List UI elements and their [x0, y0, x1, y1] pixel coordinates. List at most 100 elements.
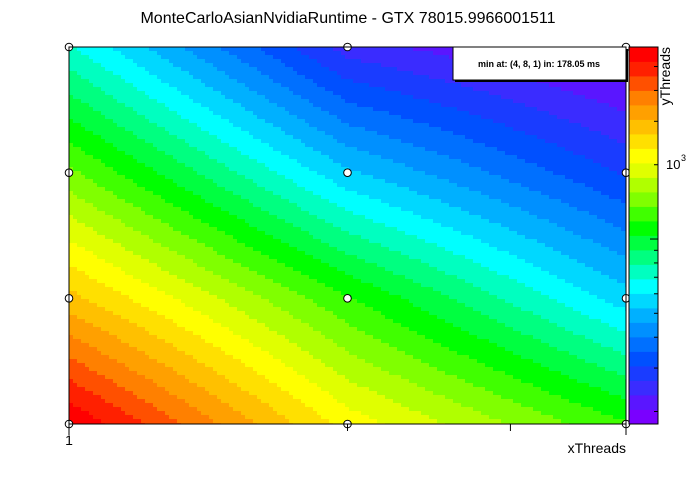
heatmap-cell: [229, 91, 234, 96]
heatmap-cell: [333, 179, 338, 184]
heatmap-cell: [245, 119, 250, 124]
heatmap-cell: [93, 95, 98, 100]
heatmap-cell: [337, 123, 342, 128]
heatmap-cell: [325, 127, 330, 132]
heatmap-cell: [205, 179, 210, 184]
heatmap-cell: [145, 147, 150, 152]
heatmap-cell: [165, 143, 170, 148]
heatmap-cell: [269, 167, 274, 172]
heatmap-cell: [601, 99, 606, 104]
heatmap-cell: [577, 111, 582, 116]
heatmap-cell: [289, 107, 294, 112]
heatmap-cell: [145, 103, 150, 108]
heatmap-cell: [113, 123, 118, 128]
heatmap-cell: [517, 99, 522, 104]
heatmap-cell: [401, 87, 406, 92]
heatmap-cell: [401, 107, 406, 112]
heatmap-cell: [89, 63, 94, 68]
heatmap-cell: [265, 171, 270, 176]
heatmap-cell: [245, 63, 250, 68]
heatmap-cell: [73, 131, 78, 136]
heatmap-cell: [113, 127, 118, 132]
heatmap-cell: [585, 83, 590, 88]
heatmap-cell: [489, 103, 494, 108]
heatmap-cell: [405, 155, 410, 160]
heatmap-cell: [521, 103, 526, 108]
heatmap-cell: [321, 59, 326, 64]
heatmap-cell: [529, 175, 534, 180]
heatmap-cell: [273, 147, 278, 152]
heatmap-cell: [289, 59, 294, 64]
heatmap-cell: [377, 147, 382, 152]
heatmap-cell: [133, 99, 138, 104]
heatmap-cell: [397, 123, 402, 128]
heatmap-cell: [109, 87, 114, 92]
heatmap-cell: [405, 143, 410, 148]
heatmap-cell: [285, 159, 290, 164]
heatmap-cell: [609, 171, 614, 176]
heatmap-cell: [485, 87, 490, 92]
heatmap-cell: [193, 155, 198, 160]
heatmap-cell: [365, 139, 370, 144]
heatmap-cell: [153, 187, 158, 192]
heatmap-cell: [441, 115, 446, 120]
heatmap-cell: [553, 163, 558, 168]
heatmap-cell: [385, 79, 390, 84]
heatmap-cell: [497, 139, 502, 144]
heatmap-cell: [333, 47, 338, 52]
heatmap-cell: [585, 171, 590, 176]
heatmap-cell: [581, 103, 586, 108]
heatmap-cell: [89, 147, 94, 152]
heatmap-cell: [173, 135, 178, 140]
heatmap-cell: [337, 163, 342, 168]
heatmap-cell: [173, 71, 178, 76]
heatmap-cell: [493, 167, 498, 172]
heatmap-cell: [545, 163, 550, 168]
heatmap-cell: [309, 131, 314, 136]
heatmap-cell: [305, 59, 310, 64]
heatmap-cell: [201, 71, 206, 76]
heatmap-cell: [473, 163, 478, 168]
heatmap-cell: [453, 99, 458, 104]
heatmap-cell: [197, 115, 202, 120]
heatmap-cell: [481, 183, 486, 188]
heatmap-cell: [525, 167, 530, 172]
heatmap-cell: [313, 127, 318, 132]
heatmap-cell: [521, 111, 526, 116]
heatmap-cell: [361, 171, 366, 176]
heatmap-cell: [393, 103, 398, 108]
heatmap-cell: [77, 155, 82, 160]
heatmap-cell: [405, 175, 410, 180]
heatmap-cell: [377, 159, 382, 164]
heatmap-cell: [417, 75, 422, 80]
heatmap-cell: [309, 187, 314, 192]
heatmap-cell: [249, 55, 254, 60]
heatmap-cell: [165, 179, 170, 184]
heatmap-cell: [221, 139, 226, 144]
heatmap-cell: [285, 75, 290, 80]
heatmap-cell: [537, 107, 542, 112]
heatmap-cell: [325, 163, 330, 168]
heatmap-cell: [145, 91, 150, 96]
heatmap-cell: [217, 71, 222, 76]
heatmap-cell: [593, 83, 598, 88]
heatmap-cell: [517, 103, 522, 108]
heatmap-cell: [317, 179, 322, 184]
heatmap-cell: [437, 91, 442, 96]
heatmap-cell: [113, 75, 118, 80]
heatmap-cell: [97, 103, 102, 108]
heatmap-cell: [605, 163, 610, 168]
heatmap-cell: [185, 143, 190, 148]
heatmap-cell: [225, 183, 230, 188]
heatmap-cell: [193, 63, 198, 68]
heatmap-cell: [113, 171, 118, 176]
heatmap-cell: [265, 127, 270, 132]
heatmap-cell: [237, 127, 242, 132]
heatmap-cell: [225, 67, 230, 72]
heatmap-cell: [609, 87, 614, 92]
heatmap-cell: [289, 123, 294, 128]
heatmap-cell: [517, 135, 522, 140]
heatmap-cell: [157, 55, 162, 60]
heatmap-cell: [401, 67, 406, 72]
heatmap-cell: [113, 131, 118, 136]
